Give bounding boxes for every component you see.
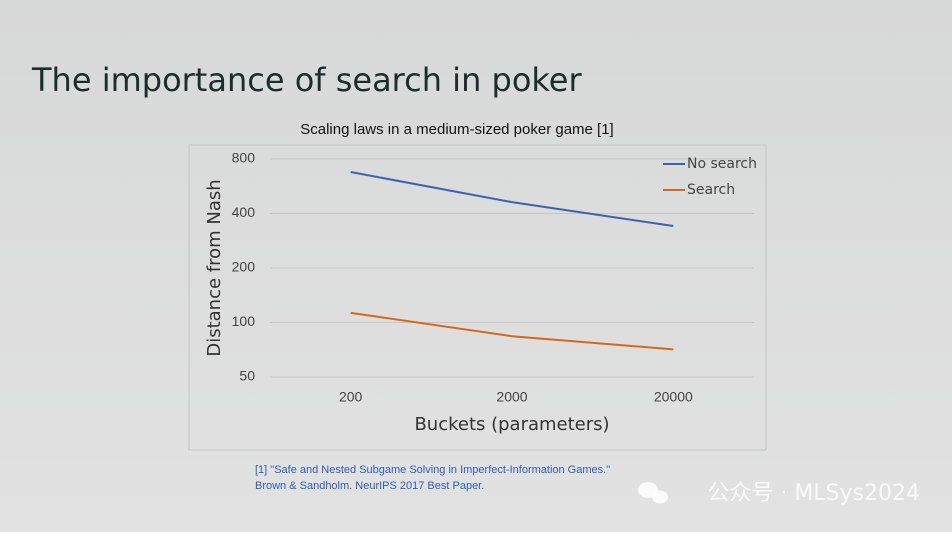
y-tick-label: 400 xyxy=(232,204,256,220)
footnote: [1] "Safe and Nested Subgame Solving in … xyxy=(255,464,610,476)
footnote: Brown & Sandholm. NeurIPS 2017 Best Pape… xyxy=(255,480,484,492)
y-tick-label: 50 xyxy=(239,368,255,384)
chart-title: Scaling laws in a medium-sized poker gam… xyxy=(300,121,613,138)
y-tick-label: 100 xyxy=(232,313,256,329)
chart-frame xyxy=(188,144,767,451)
x-tick-label: 20000 xyxy=(654,389,693,405)
slide-title: The importance of search in poker xyxy=(31,61,582,99)
x-axis-label: Buckets (parameters) xyxy=(414,414,609,435)
series-line xyxy=(350,171,674,228)
x-tick-label: 200 xyxy=(339,389,363,405)
watermark: 公众号 · MLSys2024 xyxy=(707,481,920,506)
series-line xyxy=(350,311,674,351)
watermark-icon xyxy=(638,482,668,504)
legend-label: No search xyxy=(687,156,757,172)
y-tick-label: 800 xyxy=(232,150,256,166)
y-tick-label: 200 xyxy=(232,259,256,275)
legend-label: Search xyxy=(687,182,735,198)
x-tick-label: 2000 xyxy=(496,389,527,405)
y-axis-label: Distance from Nash xyxy=(204,179,225,356)
